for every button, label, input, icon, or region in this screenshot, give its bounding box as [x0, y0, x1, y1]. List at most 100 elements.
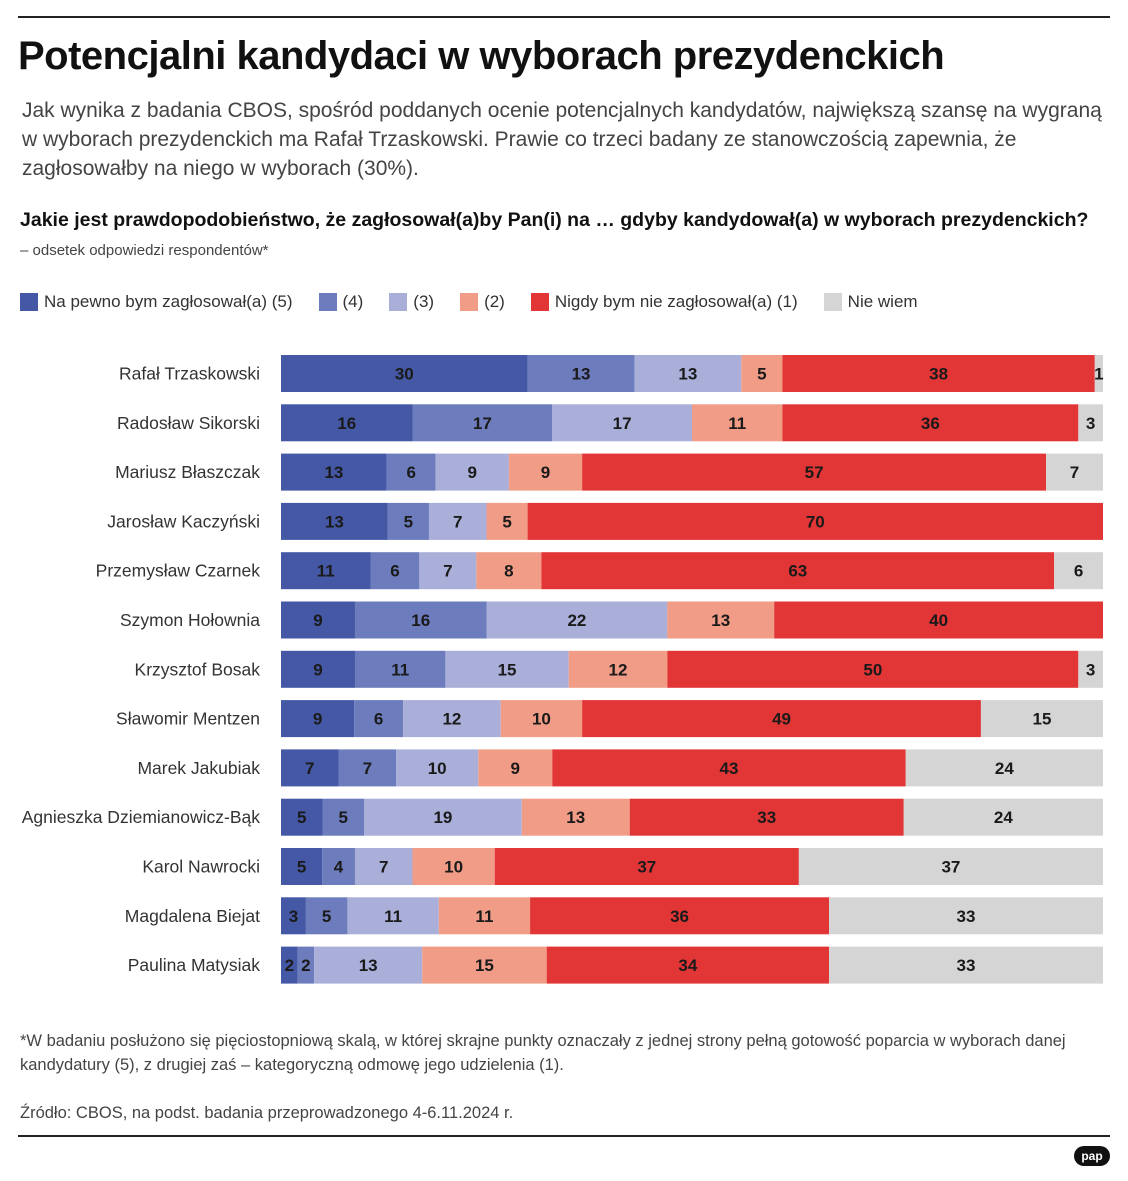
bar-segment — [281, 946, 298, 984]
data-label: 17 — [613, 414, 632, 433]
bar-segment — [281, 404, 413, 442]
bar-segment — [1054, 552, 1103, 590]
bar-segment — [527, 502, 1103, 540]
data-label: 11 — [475, 907, 493, 926]
data-label: 5 — [322, 907, 331, 926]
data-label: 6 — [374, 710, 383, 729]
question-note: – odsetek odpowiedzi respondentów* — [20, 242, 269, 259]
data-label: 13 — [325, 512, 344, 531]
data-label: 5 — [297, 808, 306, 827]
bar-segment — [281, 355, 528, 392]
data-label: 10 — [444, 858, 463, 877]
legend-item: (4) — [318, 292, 363, 312]
data-label: 9 — [313, 710, 322, 729]
bar-segment — [338, 749, 397, 787]
category-label: Agnieszka Dziemianowicz-Bąk — [22, 807, 261, 827]
category-label: Przemysław Czarnek — [96, 561, 261, 581]
bar-segment — [354, 848, 413, 885]
bar-segment — [412, 848, 495, 885]
category-label: Radosław Sikorski — [117, 413, 260, 433]
category-label: Sławomir Mentzen — [116, 709, 260, 729]
bar-segment — [1046, 453, 1103, 491]
category-label: Marek Jakubiak — [137, 758, 260, 778]
bar-segment — [281, 897, 306, 935]
bar-segment — [829, 946, 1103, 984]
data-label: 7 — [443, 562, 452, 581]
data-label: 30 — [395, 365, 414, 384]
data-label: 9 — [313, 611, 322, 630]
data-label: 13 — [324, 463, 343, 482]
bar-segment — [387, 502, 429, 540]
legend: Na pewno bym zagłosował(a) (5) (4) (3) (2) N… — [20, 290, 944, 314]
bar-segment — [422, 946, 547, 984]
bar-segment — [774, 601, 1103, 639]
data-label: 5 — [404, 512, 413, 531]
data-label: 13 — [359, 956, 378, 975]
bar-segment — [297, 946, 315, 984]
bar-segment — [634, 355, 742, 392]
bar-segment — [552, 404, 692, 442]
data-label: 7 — [1070, 463, 1079, 482]
legend-item: Nigdy bym nie zagłosował(a) (1) — [530, 292, 798, 312]
data-label: 7 — [305, 759, 314, 778]
bar-segment — [478, 749, 553, 787]
bar-segment — [314, 946, 423, 984]
bar-segment — [281, 798, 323, 836]
bar-segment — [281, 650, 355, 688]
bar-segment — [386, 453, 436, 491]
data-label: 8 — [504, 562, 513, 581]
bar-segment — [546, 946, 829, 984]
data-label: 10 — [532, 710, 551, 729]
bar-segment — [445, 650, 569, 688]
bar-segment — [354, 700, 404, 738]
data-label: 9 — [313, 660, 322, 679]
source-note: Źródło: CBOS, na podst. badania przeprow… — [20, 1104, 514, 1122]
data-label: 10 — [428, 759, 447, 778]
bar-segment — [403, 700, 501, 738]
data-label: 3 — [1086, 414, 1095, 433]
data-label: 5 — [502, 512, 511, 531]
legend-item: (3) — [389, 292, 434, 312]
data-label: 50 — [863, 660, 882, 679]
bar-segment — [281, 700, 355, 738]
legend-swatch — [20, 293, 38, 311]
data-label: 11 — [317, 562, 335, 581]
data-label: 36 — [670, 907, 689, 926]
data-label: 9 — [511, 759, 520, 778]
data-label: 15 — [498, 660, 517, 679]
page-title: Potencjalni kandydaci w wyborach prezyde… — [18, 34, 945, 78]
bar-segment — [980, 700, 1103, 738]
data-label: 17 — [473, 414, 492, 433]
bar-segment — [629, 798, 904, 836]
bar-segment — [419, 552, 477, 590]
bar-segment — [281, 848, 323, 885]
data-label: 9 — [468, 463, 477, 482]
bar-segment — [667, 650, 1079, 688]
data-label: 5 — [339, 808, 348, 827]
data-label: 57 — [805, 463, 824, 482]
data-label: 7 — [379, 858, 388, 877]
bar-segment — [829, 897, 1103, 935]
data-label: 13 — [566, 808, 585, 827]
data-label: 40 — [929, 611, 948, 630]
category-label: Mariusz Błaszczak — [115, 462, 260, 482]
bar-segment — [582, 700, 981, 738]
data-label: 11 — [384, 907, 402, 926]
data-label: 15 — [1032, 710, 1051, 729]
data-label: 11 — [391, 660, 409, 679]
data-label: 37 — [941, 858, 960, 877]
data-label: 24 — [995, 759, 1014, 778]
data-label: 1 — [1094, 365, 1103, 384]
data-label: 19 — [433, 808, 452, 827]
bar-segment — [347, 897, 439, 935]
bar-segment — [476, 552, 542, 590]
data-label: 2 — [285, 956, 294, 975]
data-label: 7 — [363, 759, 372, 778]
data-label: 12 — [609, 660, 628, 679]
question-text: Jakie jest prawdopodobieństwo, że zagłos… — [20, 209, 1089, 231]
bar-segment — [508, 453, 583, 491]
bar-segment — [1078, 650, 1103, 688]
data-label: 33 — [757, 808, 776, 827]
bar-segment — [582, 453, 1047, 491]
